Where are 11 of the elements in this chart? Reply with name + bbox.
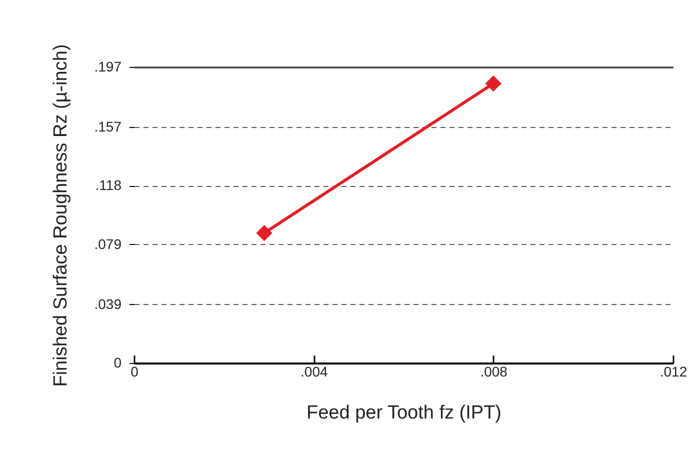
y-tick-label: .157 [94, 118, 122, 135]
y-axis-title: Finished Surface Roughness Rz (µ-inch) [50, 44, 72, 387]
x-axis-title: Feed per Tooth fz (IPT) [306, 402, 502, 424]
x-tick-label: .008 [480, 364, 508, 380]
y-tick-label: .079 [94, 236, 122, 252]
x-tick-label: 0 [130, 364, 139, 380]
x-tick-label: .004 [300, 364, 328, 380]
y-tick-label: .197 [94, 58, 122, 74]
y-tick-label: .039 [94, 296, 122, 312]
x-tick-label: .012 [660, 364, 688, 380]
y-tick-label: .118 [95, 177, 122, 194]
